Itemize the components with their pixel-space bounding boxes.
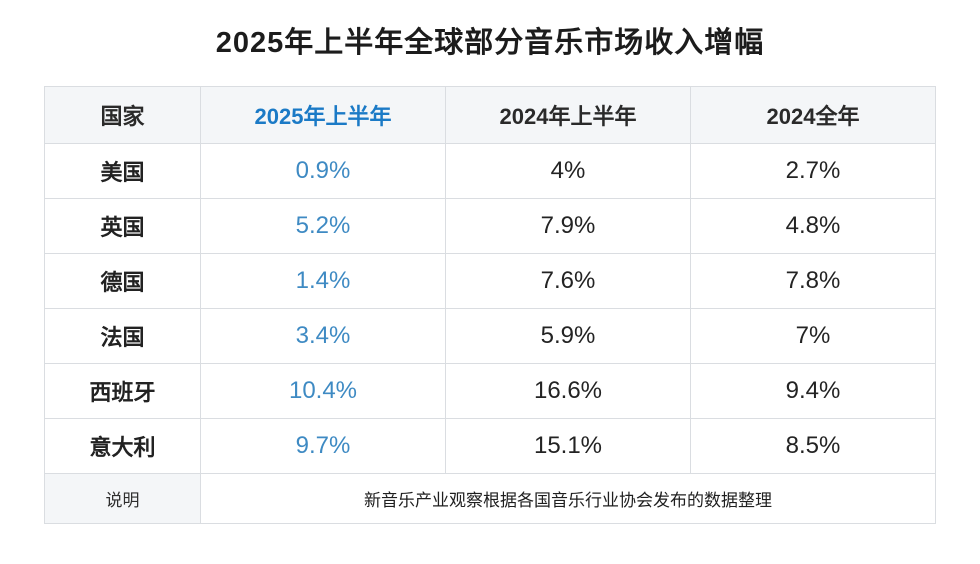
country-cell: 英国 (44, 198, 201, 254)
note-text: 新音乐产业观察根据各国音乐行业协会发布的数据整理 (200, 473, 936, 524)
country-cell: 意大利 (44, 418, 201, 474)
value-cell-2024-h1: 5.9% (445, 308, 691, 364)
country-cell: 美国 (44, 143, 201, 199)
value-cell-2024-h1: 4% (445, 143, 691, 199)
value-cell-2025-h1: 0.9% (200, 143, 446, 199)
column-header-2024-full: 2024全年 (690, 86, 936, 144)
value-cell-2025-h1: 10.4% (200, 363, 446, 419)
value-cell-2024-full: 9.4% (690, 363, 936, 419)
country-cell: 西班牙 (44, 363, 201, 419)
value-cell-2025-h1: 1.4% (200, 253, 446, 309)
growth-table-container: 国家 2025年上半年 2024年上半年 2024全年 美国 0.9% 4% 2… (44, 86, 936, 524)
table-row-uk: 英国 5.2% 7.9% 4.8% (44, 198, 936, 254)
value-cell-2024-full: 8.5% (690, 418, 936, 474)
table-row-usa: 美国 0.9% 4% 2.7% (44, 143, 936, 199)
value-cell-2024-full: 7% (690, 308, 936, 364)
column-header-2024-h1: 2024年上半年 (445, 86, 691, 144)
value-cell-2024-h1: 15.1% (445, 418, 691, 474)
page-title: 2025年上半年全球部分音乐市场收入增幅 (215, 27, 765, 59)
value-cell-2025-h1: 5.2% (200, 198, 446, 254)
value-cell-2025-h1: 9.7% (200, 418, 446, 474)
table-row-italy: 意大利 9.7% 15.1% 8.5% (44, 418, 936, 474)
table-row-france: 法国 3.4% 5.9% 7% (44, 308, 936, 364)
header-row: 国家 2025年上半年 2024年上半年 2024全年 (44, 86, 936, 144)
country-cell: 德国 (44, 253, 201, 309)
value-cell-2024-full: 4.8% (690, 198, 936, 254)
value-cell-2024-full: 7.8% (690, 253, 936, 309)
value-cell-2024-h1: 7.9% (445, 198, 691, 254)
growth-table: 国家 2025年上半年 2024年上半年 2024全年 美国 0.9% 4% 2… (44, 86, 936, 524)
column-header-country: 国家 (44, 86, 201, 144)
value-cell-2024-full: 2.7% (690, 143, 936, 199)
value-cell-2025-h1: 3.4% (200, 308, 446, 364)
column-header-2025-h1: 2025年上半年 (200, 86, 446, 144)
note-label: 说明 (44, 473, 201, 524)
country-cell: 法国 (44, 308, 201, 364)
value-cell-2024-h1: 7.6% (445, 253, 691, 309)
table-row-spain: 西班牙 10.4% 16.6% 9.4% (44, 363, 936, 419)
value-cell-2024-h1: 16.6% (445, 363, 691, 419)
note-row: 说明 新音乐产业观察根据各国音乐行业协会发布的数据整理 (44, 473, 936, 524)
table-row-germany: 德国 1.4% 7.6% 7.8% (44, 253, 936, 309)
